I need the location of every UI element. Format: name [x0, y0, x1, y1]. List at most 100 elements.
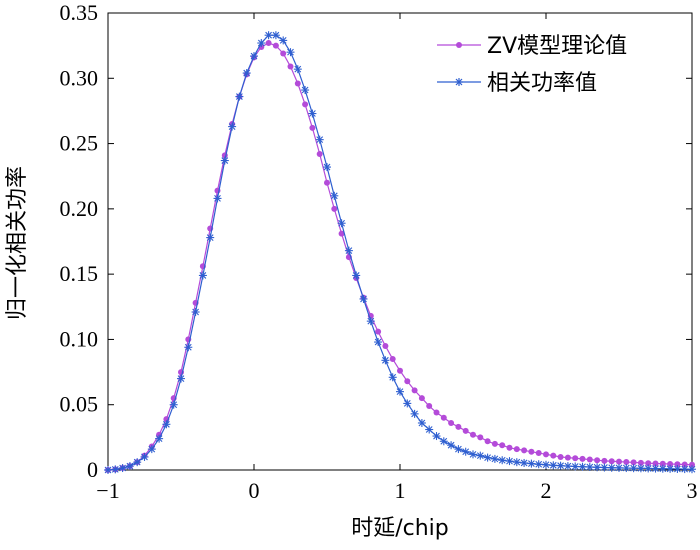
- data-point: [286, 48, 295, 57]
- data-point: [293, 65, 302, 74]
- x-axis-title: 时延/chip: [351, 516, 449, 541]
- data-point: [396, 387, 404, 396]
- data-point: [688, 465, 696, 474]
- data-point: [578, 462, 587, 471]
- data-point: [608, 458, 615, 465]
- y-tick-label: 0.10: [60, 326, 99, 351]
- data-point: [448, 419, 455, 426]
- legend-marker-zv: [456, 42, 462, 48]
- legend-marker-corr: [455, 78, 463, 86]
- data-point: [418, 395, 425, 402]
- x-tick-label: −1: [96, 478, 119, 503]
- data-point: [375, 328, 382, 335]
- data-point: [382, 342, 389, 349]
- data-point: [476, 451, 485, 460]
- data-point: [549, 461, 558, 470]
- data-point: [542, 460, 550, 469]
- data-point: [550, 452, 557, 459]
- data-point: [264, 31, 273, 40]
- data-point: [535, 450, 542, 457]
- data-point: [637, 459, 644, 466]
- data-point: [652, 460, 659, 467]
- data-point: [272, 42, 279, 49]
- data-point: [600, 463, 609, 472]
- data-point: [287, 63, 294, 70]
- data-point: [104, 466, 112, 474]
- data-point: [512, 458, 521, 467]
- legend: ZV模型理论值 相关功率值: [437, 34, 627, 96]
- data-point: [432, 432, 441, 441]
- data-point: [140, 452, 149, 461]
- data-point: [594, 457, 601, 464]
- data-point: [213, 194, 222, 203]
- data-point: [680, 465, 689, 474]
- data-point: [439, 437, 448, 446]
- data-point: [491, 440, 498, 447]
- data-point: [324, 179, 330, 186]
- data-point: [556, 461, 565, 470]
- data-point: [184, 343, 193, 352]
- data-point: [155, 434, 164, 443]
- data-point: [659, 460, 666, 467]
- data-point: [426, 403, 433, 410]
- legend-label-zv: ZV模型理论值: [487, 34, 627, 59]
- data-point: [477, 434, 484, 441]
- legend-label-corr: 相关功率值: [487, 71, 597, 96]
- data-point: [469, 450, 477, 459]
- y-tick-label: 0.35: [60, 0, 99, 25]
- x-tick-label: 0: [249, 478, 260, 503]
- data-point: [622, 464, 631, 473]
- data-point: [447, 441, 456, 450]
- data-point: [397, 367, 403, 374]
- data-point: [644, 464, 653, 473]
- data-point: [593, 463, 602, 472]
- x-tick-label: 1: [395, 478, 406, 503]
- data-point: [111, 465, 120, 474]
- data-point: [454, 445, 463, 454]
- data-point: [169, 400, 178, 409]
- data-point: [521, 447, 528, 454]
- data-point: [462, 427, 469, 434]
- data-point: [586, 456, 593, 463]
- y-axis-title: 归一化相关功率: [5, 166, 30, 320]
- data-point: [323, 163, 331, 172]
- data-point: [513, 446, 520, 453]
- y-tick-label: 0.25: [60, 131, 99, 156]
- data-point: [440, 414, 447, 421]
- data-point: [470, 431, 476, 438]
- data-point: [338, 230, 345, 237]
- data-point: [601, 457, 608, 464]
- data-point: [667, 460, 674, 467]
- data-point: [623, 459, 630, 466]
- data-point: [198, 271, 207, 280]
- data-point: [520, 458, 529, 467]
- x-axis-ticks: −1 0 1 2 3: [96, 13, 698, 503]
- data-point: [220, 156, 229, 165]
- data-point: [483, 453, 492, 462]
- data-point: [455, 423, 462, 430]
- data-point: [527, 459, 536, 468]
- data-point: [499, 442, 506, 449]
- data-point: [666, 464, 675, 473]
- data-point: [228, 122, 237, 131]
- data-point: [359, 294, 368, 303]
- data-point: [374, 338, 383, 347]
- data-point: [417, 418, 426, 427]
- data-point: [461, 447, 470, 456]
- series-1: [104, 31, 696, 474]
- series-0: [105, 40, 695, 473]
- data-point: [206, 233, 215, 242]
- data-point: [344, 246, 353, 255]
- data-point: [191, 308, 200, 317]
- data-point: [607, 463, 616, 472]
- plot-frame: [107, 12, 693, 471]
- y-tick-label: 0.15: [60, 261, 99, 286]
- x-tick-label: 2: [541, 478, 552, 503]
- data-point: [645, 460, 652, 467]
- data-point: [674, 461, 681, 468]
- data-point: [498, 456, 507, 465]
- y-tick-label: 0: [87, 457, 98, 482]
- data-point: [250, 52, 258, 61]
- series-line: [107, 42, 693, 471]
